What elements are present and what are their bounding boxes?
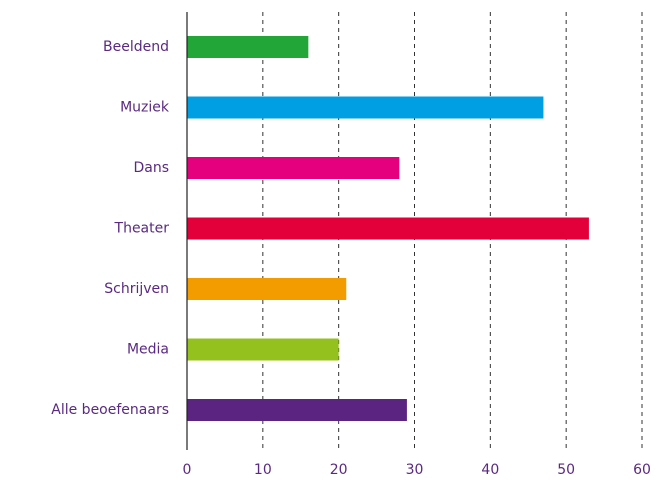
bar (187, 96, 544, 119)
x-tick-label: 0 (183, 462, 192, 478)
x-tick-label: 40 (481, 462, 499, 478)
bar (187, 36, 309, 58)
x-tick-label: 50 (557, 462, 575, 478)
bar (187, 157, 400, 179)
bar (187, 278, 347, 300)
y-tick-label: Dans (133, 160, 169, 176)
bar (187, 217, 589, 240)
bar (187, 399, 407, 421)
bar (187, 338, 339, 361)
y-tick-label: Media (127, 342, 169, 358)
x-tick-label: 60 (633, 462, 651, 478)
y-tick-label: Theater (114, 221, 170, 237)
y-tick-label: Muziek (120, 100, 170, 116)
x-tick-label: 10 (254, 462, 272, 478)
y-tick-label: Schrijven (104, 281, 169, 297)
x-tick-label: 30 (406, 462, 424, 478)
y-tick-label: Alle beoefenaars (51, 402, 169, 418)
y-tick-label: Beeldend (103, 39, 169, 55)
x-tick-label: 20 (330, 462, 348, 478)
